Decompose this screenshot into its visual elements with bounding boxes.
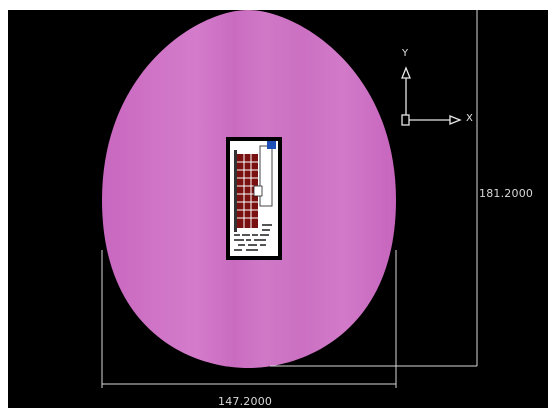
axis-triad [401, 66, 462, 126]
y-axis-label: Y [402, 48, 409, 59]
drawing-graphics [101, 10, 478, 388]
center-component [226, 137, 282, 260]
width-dimension-text: 147.2000 [218, 395, 273, 408]
height-dimension-text: 181.2000 [479, 187, 534, 200]
dimension-lines [101, 10, 478, 388]
x-axis-label: X [466, 113, 473, 124]
cad-viewport[interactable]: Y X 181.2000 147.2000 [8, 10, 548, 408]
